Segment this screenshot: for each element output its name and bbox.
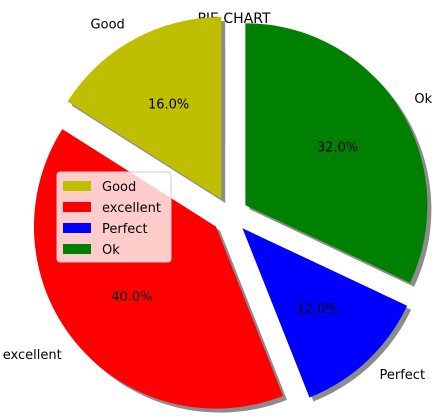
slice-percent-good: 16.0% (148, 97, 189, 112)
slice-label-perfect: Perfect (380, 368, 426, 383)
legend-label-good: Good (102, 180, 136, 195)
legend-box (56, 171, 172, 263)
slice-label-good: Good (91, 18, 125, 33)
legend-label-perfect: Perfect (102, 222, 148, 237)
slice-percent-excellent: 40.0% (111, 290, 152, 305)
legend-swatch-ok (63, 244, 91, 254)
legend: Good excellent Perfect Ok (56, 171, 172, 263)
legend-swatch-perfect (63, 223, 91, 233)
slice-good (67, 17, 222, 200)
slice-percent-perfect: 12.0% (297, 302, 338, 317)
slice-label-ok: Ok (414, 92, 432, 107)
slice-labels: Good 16.0% excellent 40.0% Perfect 12.0% Ok 32.… (3, 18, 433, 384)
slice-percent-ok: 32.0% (317, 141, 358, 156)
legend-label-ok: Ok (102, 243, 120, 258)
legend-label-excellent: excellent (102, 201, 161, 216)
slice-ok (245, 23, 428, 283)
slice-label-excellent: excellent (3, 348, 62, 363)
legend-swatch-good (63, 181, 91, 191)
slice-perfect (242, 228, 408, 398)
legend-swatch-excellent (63, 202, 91, 212)
